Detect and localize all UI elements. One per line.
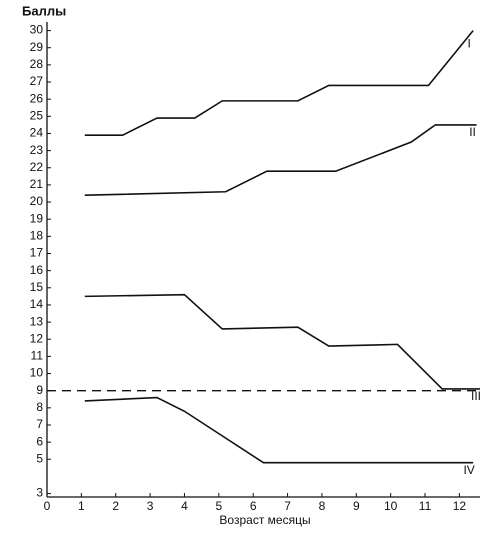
- series-line: [84, 124, 477, 196]
- y-tick-label: 8: [36, 400, 43, 414]
- y-tick-label: 21: [30, 177, 44, 191]
- y-tick-label: 9: [36, 383, 43, 397]
- series-line: [84, 396, 474, 464]
- y-tick-label: 20: [30, 194, 44, 208]
- x-tick-label: 7: [284, 499, 291, 513]
- y-tick-label: 28: [30, 57, 44, 71]
- y-tick-label: 7: [36, 417, 43, 431]
- y-tick-label: 6: [36, 434, 43, 448]
- y-tick-label: 12: [30, 331, 44, 345]
- y-tick-label: 13: [30, 314, 44, 328]
- x-axis-label: Возраст месяцы: [219, 513, 310, 527]
- y-tick-label: 5: [36, 451, 43, 465]
- y-tick-label: 25: [30, 108, 44, 122]
- y-tick-label: 18: [30, 229, 44, 243]
- y-tick-label: 14: [30, 297, 44, 311]
- y-tick-label: 17: [30, 246, 44, 260]
- x-tick-label: 6: [250, 499, 257, 513]
- y-tick-label: 23: [30, 143, 44, 157]
- series-label: II: [469, 125, 476, 139]
- series-line: [84, 293, 480, 390]
- y-tick-label: 30: [30, 23, 44, 37]
- y-tick-label: 16: [30, 263, 44, 277]
- x-tick-label: 10: [384, 499, 398, 513]
- chart-title: Баллы: [22, 3, 66, 18]
- x-tick-label: 9: [353, 499, 360, 513]
- x-tick-label: 11: [419, 499, 432, 513]
- y-tick-label: 15: [30, 280, 44, 294]
- y-tick-label: 11: [31, 349, 44, 363]
- y-tick-label: 19: [30, 211, 44, 225]
- x-tick-label: 4: [181, 499, 188, 513]
- x-tick-label: 12: [453, 499, 467, 513]
- y-tick-label: 26: [30, 91, 44, 105]
- series-label: IV: [463, 463, 474, 477]
- y-tick-label: 24: [30, 126, 44, 140]
- y-tick-label: 3: [36, 486, 43, 500]
- y-tick-label: 27: [30, 74, 44, 88]
- series-label: III: [471, 389, 481, 403]
- x-tick-label: 1: [78, 499, 85, 513]
- series-label: I: [467, 37, 470, 51]
- x-tick-label: 0: [44, 499, 51, 513]
- x-tick-label: 5: [215, 499, 222, 513]
- y-tick-label: 22: [30, 160, 44, 174]
- x-tick-label: 8: [319, 499, 326, 513]
- x-tick-label: 3: [147, 499, 154, 513]
- y-tick-label: 10: [30, 366, 44, 380]
- series-line: [84, 30, 474, 136]
- y-tick-label: 29: [30, 40, 44, 54]
- x-tick-label: 2: [112, 499, 119, 513]
